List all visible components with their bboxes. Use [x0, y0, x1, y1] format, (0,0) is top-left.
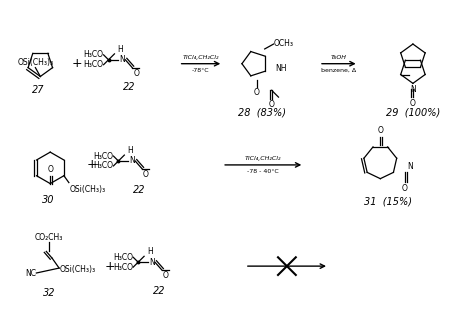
Text: OSi(CH₃)₃: OSi(CH₃)₃: [18, 58, 54, 67]
Text: O: O: [410, 99, 416, 108]
Text: O: O: [402, 184, 408, 193]
Text: -78°C: -78°C: [192, 68, 210, 73]
Text: +: +: [86, 158, 97, 172]
Text: TiCl₄,CH₂Cl₂: TiCl₄,CH₂Cl₂: [245, 156, 282, 161]
Text: 29  (100%): 29 (100%): [386, 108, 440, 118]
Text: NC: NC: [26, 268, 36, 277]
Text: +: +: [72, 57, 82, 70]
Text: H: H: [147, 247, 153, 256]
Text: H₃CO: H₃CO: [113, 263, 133, 272]
Text: 22: 22: [153, 286, 165, 296]
Text: N: N: [119, 55, 125, 64]
Text: N: N: [410, 85, 416, 94]
Text: 28  (83%): 28 (83%): [237, 108, 286, 118]
Text: H₃CO: H₃CO: [83, 60, 104, 69]
Text: N: N: [407, 162, 413, 172]
Text: 32: 32: [43, 288, 55, 298]
Text: -78 - 40°C: -78 - 40°C: [247, 169, 279, 174]
Text: O: O: [47, 165, 53, 174]
Text: H₃CO: H₃CO: [113, 253, 133, 262]
Text: +: +: [104, 260, 115, 273]
Text: H: H: [118, 45, 123, 54]
Text: OSi(CH₃)₃: OSi(CH₃)₃: [60, 265, 96, 274]
Text: O: O: [133, 68, 139, 78]
Text: 22: 22: [133, 185, 146, 195]
Text: 27: 27: [32, 85, 45, 95]
Text: O: O: [163, 271, 169, 280]
Text: 30: 30: [42, 196, 55, 205]
Text: 22: 22: [123, 82, 136, 92]
Text: OCH₃: OCH₃: [273, 39, 293, 48]
Text: OSi(CH₃)₃: OSi(CH₃)₃: [70, 185, 106, 194]
Text: TsOH: TsOH: [331, 55, 347, 60]
Text: H₃CO: H₃CO: [83, 50, 104, 59]
Text: H₃CO: H₃CO: [93, 152, 113, 161]
Text: O: O: [269, 100, 274, 109]
Text: NH: NH: [275, 64, 287, 73]
Text: TiCl₄,CH₂Cl₂: TiCl₄,CH₂Cl₂: [182, 55, 219, 60]
Text: N: N: [149, 258, 155, 267]
Text: benzene, Δ: benzene, Δ: [321, 68, 356, 73]
Text: H: H: [128, 146, 133, 155]
Text: H₃CO: H₃CO: [93, 161, 113, 170]
Text: CO₂CH₃: CO₂CH₃: [35, 233, 64, 242]
Text: O: O: [377, 126, 383, 135]
Text: O: O: [254, 88, 260, 97]
Text: 31  (15%): 31 (15%): [364, 196, 412, 206]
Text: O: O: [143, 170, 149, 179]
Text: N: N: [129, 156, 135, 165]
